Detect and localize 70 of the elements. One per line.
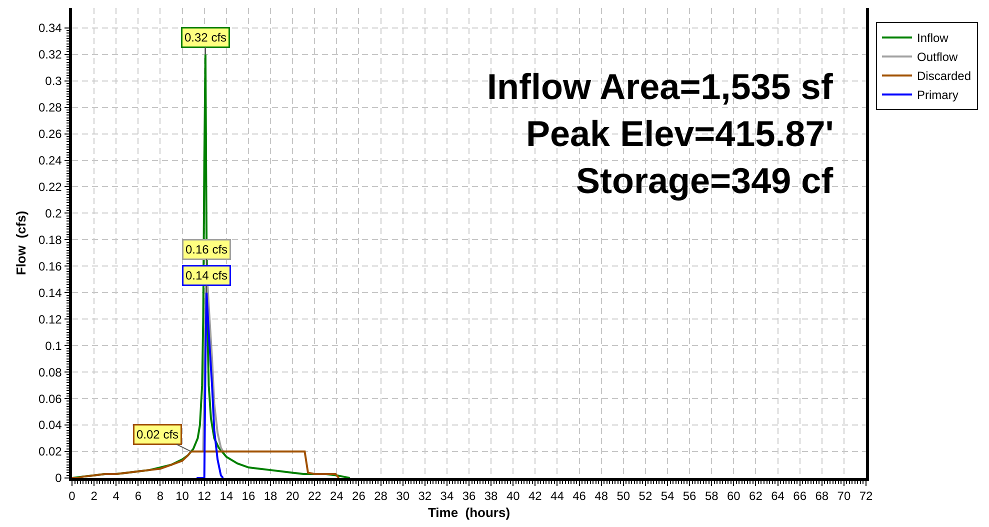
y-tick-label: 0.12 [38, 312, 62, 326]
x-tick-label: 66 [793, 489, 807, 504]
y-tick-label: 0.32 [38, 48, 62, 62]
x-tick-label: 28 [374, 489, 388, 504]
x-tick-label: 14 [220, 489, 234, 504]
y-tick-label: 0.04 [38, 418, 62, 432]
legend-label: Discarded [917, 69, 972, 84]
x-tick-label: 40 [506, 489, 520, 504]
y-tick-label: 0.26 [38, 126, 62, 141]
legend-label: Inflow [917, 31, 949, 46]
x-tick-label: 54 [660, 489, 674, 504]
line-series [72, 450, 340, 478]
y-tick-label: 0.14 [38, 286, 62, 300]
x-tick-label: 0 [68, 489, 76, 504]
x-tick-label: 48 [594, 489, 608, 504]
x-tick-label: 32 [418, 489, 432, 504]
x-axis-title: Time (hours) [428, 504, 510, 520]
y-tick-label: 0.16 [38, 259, 62, 274]
y-tick-label: 0.1 [45, 338, 62, 353]
x-tick-label: 22 [308, 489, 322, 504]
x-tick-label: 64 [771, 489, 785, 504]
x-tick-label: 30 [396, 489, 410, 504]
y-axis-title: Flow (cfs) [13, 210, 28, 276]
x-tick-label: 44 [550, 489, 564, 504]
annotation: Storage=349 cf [576, 160, 834, 201]
y-tick-label: 0.18 [38, 232, 62, 247]
annotation: Peak Elev=415.87' [526, 113, 834, 154]
annotation: 0.02 cfs [136, 428, 179, 442]
x-tick-label: 70 [837, 489, 851, 504]
annotation: 0.14 cfs [186, 268, 228, 282]
y-tick-label: 0.2 [45, 206, 62, 220]
x-tick-label: 52 [638, 489, 652, 504]
x-tick-label: 18 [264, 489, 278, 504]
y-tick-label: 0.28 [38, 100, 62, 114]
x-tick-label: 34 [440, 489, 454, 504]
x-tick-label: 26 [352, 489, 366, 504]
x-tick-label: 72 [859, 489, 873, 504]
x-tick-label: 4 [112, 489, 120, 504]
line-series [196, 292, 224, 478]
x-tick-label: 38 [484, 489, 498, 504]
y-tick-label: 0.08 [38, 365, 62, 380]
x-tick-label: 56 [682, 489, 697, 504]
x-tick-label: 58 [704, 489, 719, 504]
x-tick-label: 42 [528, 489, 542, 504]
y-tick-label: 0.3 [45, 74, 62, 88]
x-tick-label: 24 [330, 489, 344, 504]
x-tick-label: 46 [572, 489, 586, 504]
x-tick-label: 10 [176, 489, 190, 504]
x-tick-label: 60 [726, 489, 741, 504]
y-tick-label: 0.34 [38, 21, 62, 36]
y-tick-label: 0.02 [38, 444, 62, 459]
annotation: 0.32 cfs [184, 30, 227, 44]
legend-label: Primary [917, 88, 958, 102]
x-tick-label: 68 [815, 489, 829, 504]
x-tick-label: 62 [749, 489, 763, 504]
legend-label: Outflow [917, 50, 958, 64]
y-tick-label: 0.24 [38, 153, 62, 168]
y-tick-label: 0.06 [38, 392, 62, 406]
x-tick-label: 16 [242, 489, 256, 504]
y-tick-label: 0.22 [38, 180, 62, 194]
x-tick-label: 6 [134, 489, 142, 504]
x-tick-label: 36 [462, 489, 476, 504]
x-tick-label: 20 [286, 489, 300, 504]
x-tick-label: 8 [156, 489, 164, 504]
annotation: 0.16 cfs [186, 242, 228, 256]
x-tick-label: 12 [198, 489, 212, 504]
x-tick-label: 2 [90, 489, 98, 504]
y-tick-label: 0 [55, 471, 62, 486]
x-tick-label: 50 [616, 489, 630, 504]
annotation: Inflow Area=1,535 sf [487, 66, 834, 107]
